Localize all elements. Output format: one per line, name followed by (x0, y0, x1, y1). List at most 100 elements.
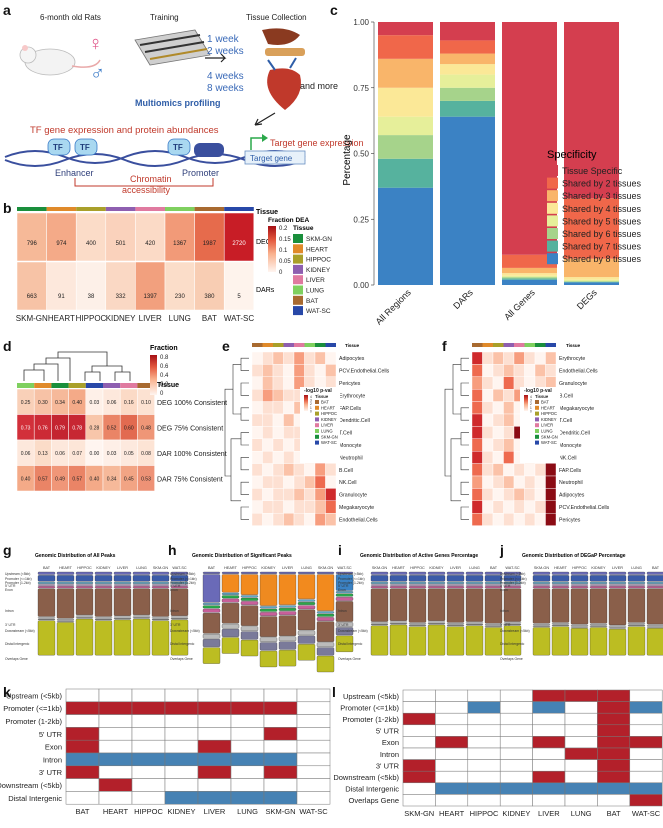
cell-type-heat-cell (482, 475, 494, 489)
d-value: 0.03 (107, 451, 117, 457)
panel-label-i: i (338, 542, 342, 558)
dist-segment (37, 584, 56, 586)
panel-l-grid: Upstream (<5kb) Promoter (<=1kb) Promoter … (333, 689, 663, 818)
dist-segment (627, 586, 646, 589)
cell-type-heat-cell (325, 513, 337, 526)
cell-type-heat-cell (503, 376, 515, 390)
cell-type-heat-cell (482, 364, 494, 377)
dist-axis-label: Upstream (<5kb) (170, 572, 195, 576)
dist-axis-label: Promoter (1-2kb) (170, 581, 196, 585)
cell-type-heat-cell (251, 513, 263, 526)
tissue-strip-cell (46, 207, 77, 211)
cell-type-heat-cell (492, 438, 504, 452)
grid-cell (197, 701, 232, 715)
dist-segment (446, 624, 465, 626)
cell-type-heat-cell (471, 426, 483, 439)
legend-label: HIPPOC (306, 257, 331, 264)
d-value: 0.57 (72, 476, 82, 482)
grid-row-label: Promoter (1-2kb) (342, 715, 399, 724)
cell-type-label: Megakaryocyte (339, 505, 374, 511)
dist-segment (316, 621, 335, 642)
dist-axis-label: 5' UTR (500, 584, 511, 588)
c-legend-swatch (547, 240, 558, 252)
dist-axis-label: 3' UTR (338, 623, 349, 627)
grid-cell (467, 747, 501, 760)
dendrogram-branch (240, 506, 249, 520)
d-row-label: DAR 75% Consistent (157, 476, 223, 483)
dist-segment (465, 588, 484, 622)
legend-label: SKM-GN (541, 434, 558, 439)
grid-cell (164, 688, 199, 703)
cell-type-heat-cell (314, 500, 326, 514)
panel-k: k Upstream (<5kb) Promoter (<=1kb) Promote… (0, 684, 331, 816)
fraction-dea-title: Fraction DEA (268, 217, 309, 224)
dist-segment (570, 586, 589, 589)
dist-axis-label: Exon (170, 588, 178, 592)
dist-segment (389, 588, 408, 621)
dar-cell (223, 261, 255, 311)
grid-cell (435, 759, 469, 772)
d-value: 0.57 (38, 476, 48, 482)
grid-cell (597, 747, 631, 760)
dist-segment (113, 588, 132, 616)
d-tissue-strip-cell (17, 383, 35, 388)
legend-label: KIDNEY (541, 417, 557, 422)
c-bar-segment (502, 277, 557, 279)
cell-type-heat-cell (471, 513, 483, 526)
grid-cell (197, 752, 232, 767)
grid-cell (435, 701, 469, 714)
grid-row-label: Promoter (1-2kb) (5, 717, 62, 726)
grid-cell (296, 791, 331, 805)
grid-cell (98, 688, 133, 703)
grid-cell (597, 736, 631, 749)
dist-segment (221, 602, 240, 624)
dist-segment (389, 621, 408, 623)
grid-cell (197, 739, 232, 754)
c-tick-label: 0.50 (353, 150, 369, 159)
cell-type-heat-cell (492, 463, 504, 477)
grid-cell (230, 739, 265, 754)
dist-segment (503, 622, 522, 624)
dist-segment (151, 618, 170, 621)
legend-tick: 3 (310, 399, 312, 403)
row-label-degs: DEGs (256, 239, 275, 246)
dist-segment (278, 636, 297, 642)
dist-segment (259, 616, 278, 637)
dar-cell (16, 261, 47, 311)
panel-c: c Percentage 0.00 0.25 0.50 0.75 1.00 All Re… (330, 2, 642, 327)
dist-segment (113, 618, 132, 620)
male-icon: ♂ (90, 63, 105, 85)
cell-type-heat-cell (503, 451, 515, 464)
dist-segment (316, 617, 335, 621)
c-category-label: DEGs (575, 287, 599, 311)
deg-value: 1987 (203, 241, 217, 247)
grid-cell (532, 782, 566, 795)
dist-segment (37, 586, 56, 589)
legend-tick: 0.6 (160, 364, 169, 370)
grid-row-label: Distal Intergenic (8, 794, 62, 803)
cell-type-heat-cell (524, 475, 536, 489)
cell-type-heat-cell (272, 488, 284, 501)
dist-segment (94, 620, 113, 656)
cell-type-label: Dendritic.Cell (559, 431, 590, 437)
dist-segment (259, 612, 278, 616)
grid-row-label: 3' UTR (39, 768, 63, 777)
dist-segment (370, 625, 389, 656)
dendrogram-branch (460, 506, 469, 520)
grid-row-label: Promoter (<=1kb) (3, 704, 62, 713)
grid-col-label: WAT-SC (632, 809, 661, 818)
dist-segment (335, 571, 354, 574)
c-legend-label: Shared by 4 tissues (562, 204, 642, 214)
cell-type-heat-cell (325, 500, 337, 514)
legend-tick: 0.4 (160, 373, 169, 379)
dist-segment (446, 581, 465, 584)
panel-e: e Tissue Adipocytes PCV.Endothelial.Cells… (222, 338, 390, 526)
grid-cell (230, 752, 265, 767)
cell-type-heat-cell (471, 488, 483, 501)
panel-b-tissue-legend: SKM-GN HEART HIPPOC KIDNEY LIVER LUNG BAT WAT-S… (293, 234, 332, 316)
dist-segment (170, 619, 189, 656)
dist-segment (278, 615, 297, 637)
d-value: 0.03 (90, 400, 100, 406)
dist-axis-label: Exon (5, 588, 13, 592)
d-tissue-strip-cell (85, 383, 103, 388)
